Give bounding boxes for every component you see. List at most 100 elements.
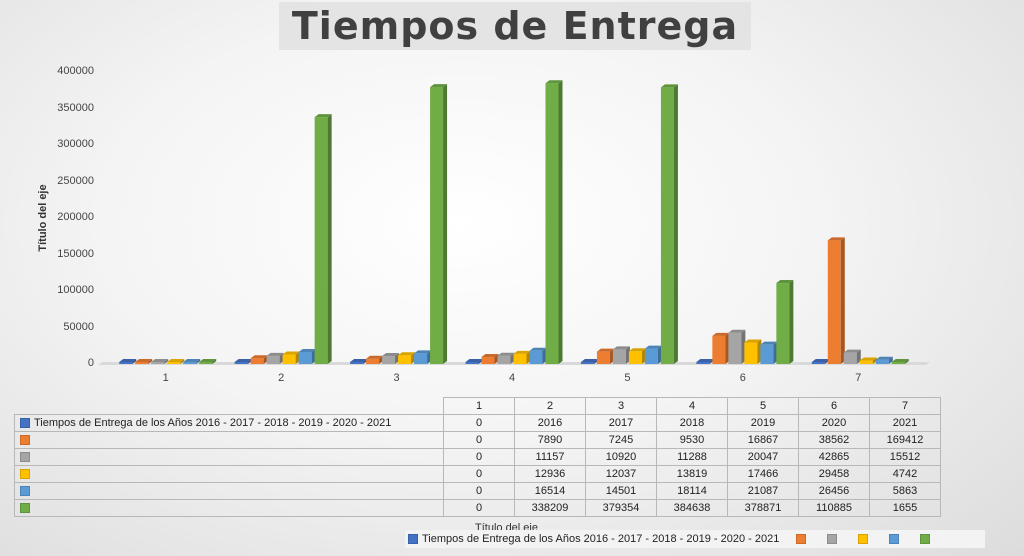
bar-s2-c6 [843,349,861,364]
bar-side [789,280,794,364]
bar-side [872,357,877,364]
series-label-cell [14,465,444,483]
bar-top [266,352,284,356]
y-tick-label: 350000 [57,101,94,114]
bar-top [167,359,185,362]
bar-s1-c6 [827,237,845,364]
table-cell: 169412 [869,431,941,449]
legend-swatch [408,534,418,544]
bar-top [414,350,432,354]
bar-s4-c0 [183,359,201,364]
table-cell: 9530 [656,431,728,449]
bar-front [596,351,610,364]
bar-front [481,357,495,364]
bar-front [199,362,213,364]
bar-side [443,84,448,364]
table-cell: 12037 [585,465,657,483]
bar-s1-c5 [712,332,730,364]
x-tick-label: 2 [278,372,285,384]
bar-side [904,359,909,364]
bar-side [888,356,893,364]
table-header-cell: 3 [585,397,657,415]
y-tick-label: 300000 [57,138,94,150]
table-cell: 338209 [514,499,586,517]
series-swatch [20,418,30,429]
bar-front [465,362,479,364]
table-cell: 16867 [727,431,799,449]
bar-s2-c3 [497,352,515,364]
bar-s4-c4 [644,345,662,364]
table-cell: 379354 [585,499,657,517]
table-header-cell: 2 [514,397,586,415]
table-cell: 7890 [514,431,586,449]
table-cell: 14501 [585,482,657,500]
x-tick-label: 5 [624,372,631,384]
bar-s2-c5 [728,329,746,364]
table-header-cell: 7 [869,397,941,415]
bar-front [298,351,312,364]
table-cell: 2021 [869,414,941,432]
legend-item [855,534,872,544]
table-cell: 1655 [869,499,941,517]
x-tick-label: 6 [739,372,746,384]
bar-top [314,114,332,118]
bar-front [282,354,296,364]
legend: Tiempos de Entrega de los Años 2016 - 20… [405,530,985,548]
bar-top [497,352,515,356]
bar-top [660,84,678,88]
bar-front [167,362,181,364]
series-label-cell: Tiempos de Entrega de los Años 2016 - 20… [14,414,444,432]
chart-title-box: Tiempos de Entrega [279,2,751,50]
series-label-cell [14,448,444,466]
table-cell: 4742 [869,465,941,483]
bar-top [628,348,646,352]
bar-s4-c3 [529,347,547,364]
bar-s4-c1 [298,348,316,364]
table-header-cell: 5 [727,397,799,415]
bar-side [148,359,153,364]
bar-top [644,345,662,349]
bar-s2-c2 [382,353,400,364]
bar-top [827,237,845,241]
table-header-cell: 6 [798,397,870,415]
table-cell: 11157 [514,448,586,466]
bar-side [164,359,169,364]
legend-item: Tiempos de Entrega de los Años 2016 - 20… [405,533,779,545]
table-cell: 12936 [514,465,586,483]
series-label-cell [14,499,444,517]
y-tick-label: 250000 [57,174,94,187]
bar-front [712,335,726,364]
bar-top [382,353,400,357]
table-row: 0 12936 12037 13819 17466 29458 4742 [14,465,941,483]
bar-front [660,87,674,365]
series-swatch [20,503,30,514]
table-row: 0 11157 10920 11288 20047 42865 15512 [14,448,941,466]
bar-front [398,355,412,364]
bar-s5-c2 [430,84,448,364]
bar-s1-c2 [366,355,384,364]
bar-side [856,349,861,364]
bar-front [266,355,280,364]
bar-front [827,240,841,364]
bar-top [696,359,714,362]
table-row: 0 338209 379354 384638 378871 110885 1655 [14,499,941,517]
x-tick-label: 4 [508,372,516,384]
bar-side [558,80,563,364]
bar-chart [98,80,930,365]
bar-front [859,360,873,364]
bar-s3-c3 [513,350,531,364]
y-tick-label: 0 [87,357,94,369]
bar-front [513,353,527,364]
bar-top [199,359,217,362]
bar-s5-c1 [314,114,332,365]
table-header-cell: 1 [443,397,515,415]
y-tick-label: 150000 [57,247,94,260]
y-tick-label: 200000 [57,211,94,223]
y-tick-label: 400000 [57,65,94,77]
bar-s1-c0 [135,359,153,364]
bar-s3-c2 [398,352,416,364]
bar-top [776,280,794,284]
bar-top [234,359,252,362]
bar-front [151,362,165,364]
